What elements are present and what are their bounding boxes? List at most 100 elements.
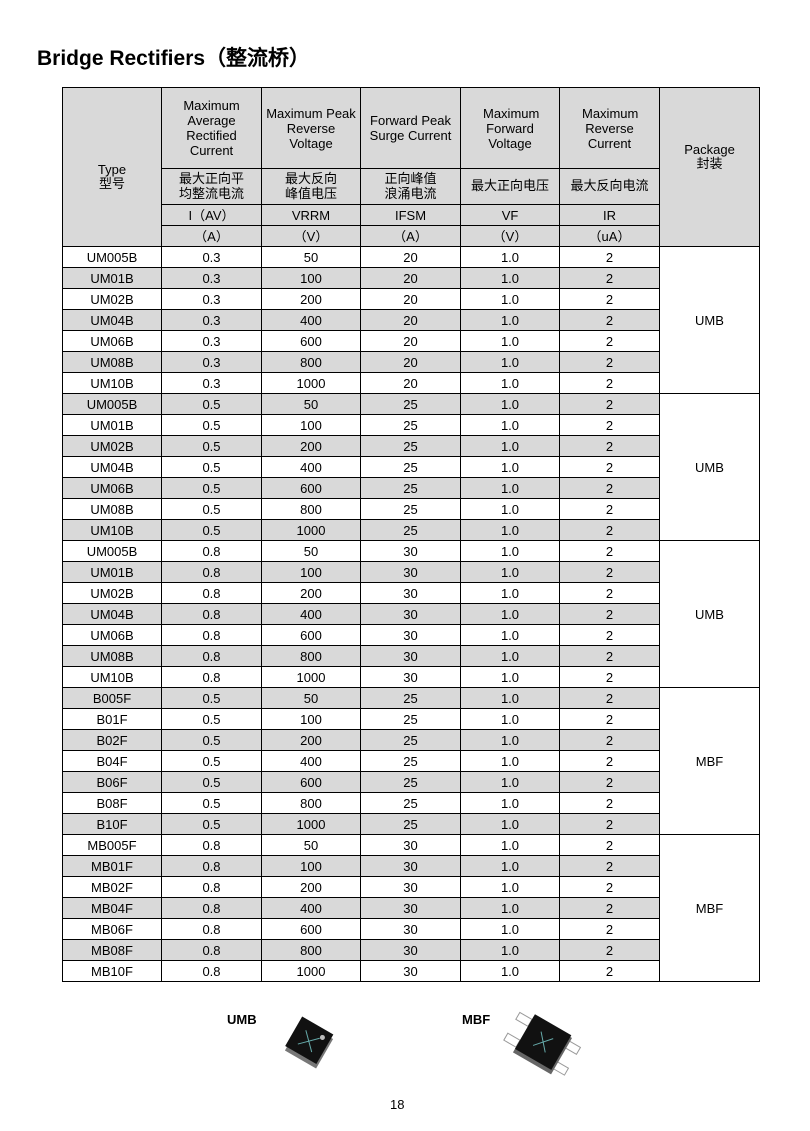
- value-cell: 0.5: [161, 792, 262, 814]
- value-cell: 1.0: [460, 939, 560, 961]
- value-cell: 1.0: [460, 351, 560, 373]
- value-cell: 1.0: [460, 477, 560, 499]
- type-cell: UM06B: [62, 330, 162, 352]
- value-cell: 25: [360, 393, 461, 415]
- table-row: UM06B 0.5 600 25 1.0 2: [62, 477, 760, 499]
- value-cell: 25: [360, 456, 461, 478]
- type-cell: B005F: [62, 687, 162, 709]
- value-cell: 20: [360, 330, 461, 352]
- value-cell: 2: [559, 582, 660, 604]
- type-cell: MB01F: [62, 855, 162, 877]
- value-cell: 200: [261, 288, 361, 310]
- value-cell: 2: [559, 624, 660, 646]
- col-header-cn: 最大反向电流: [559, 168, 660, 205]
- package-cell: MBF: [659, 834, 760, 982]
- col-unit: （A）: [161, 225, 262, 247]
- value-cell: 25: [360, 414, 461, 436]
- value-cell: 2: [559, 918, 660, 940]
- value-cell: 1.0: [460, 897, 560, 919]
- table-row: UM005B 0.8 50 30 1.0 2 UMB: [62, 540, 760, 688]
- value-cell: 30: [360, 918, 461, 940]
- value-cell: 600: [261, 918, 361, 940]
- value-cell: 30: [360, 834, 461, 856]
- value-cell: 30: [360, 876, 461, 898]
- value-cell: 1.0: [460, 813, 560, 835]
- col-symbol: VF: [460, 204, 560, 226]
- value-cell: 20: [360, 267, 461, 289]
- value-cell: 0.5: [161, 435, 262, 457]
- type-cell: MB08F: [62, 939, 162, 961]
- type-header: Type 型号: [62, 87, 162, 247]
- type-cell: MB02F: [62, 876, 162, 898]
- table-row: UM005B 0.3 50 20 1.0 2 UMB: [62, 246, 760, 394]
- type-cell: MB10F: [62, 960, 162, 982]
- value-cell: 0.3: [161, 288, 262, 310]
- table-row: UM06B 0.3 600 20 1.0 2: [62, 330, 760, 352]
- table-row: UM005B 0.5 50 25 1.0 2 UMB: [62, 393, 760, 541]
- value-cell: 25: [360, 729, 461, 751]
- value-cell: 30: [360, 603, 461, 625]
- value-cell: 1.0: [460, 708, 560, 730]
- table-row: B005F 0.5 50 25 1.0 2 MBF: [62, 687, 760, 835]
- value-cell: 0.8: [161, 897, 262, 919]
- value-cell: 1.0: [460, 624, 560, 646]
- value-cell: 0.8: [161, 960, 262, 982]
- value-cell: 0.3: [161, 330, 262, 352]
- value-cell: 0.3: [161, 246, 262, 268]
- value-cell: 2: [559, 372, 660, 394]
- value-cell: 1000: [261, 813, 361, 835]
- value-cell: 800: [261, 645, 361, 667]
- value-cell: 2: [559, 414, 660, 436]
- value-cell: 1.0: [460, 792, 560, 814]
- value-cell: 1000: [261, 519, 361, 541]
- col-header-en: Maximum Peak Reverse Voltage: [261, 87, 361, 169]
- table-row: MB005F 0.8 50 30 1.0 2 MBF: [62, 834, 760, 982]
- value-cell: 1.0: [460, 729, 560, 751]
- value-cell: 0.5: [161, 750, 262, 772]
- table-row: UM04B 0.3 400 20 1.0 2: [62, 309, 760, 331]
- type-cell: B10F: [62, 813, 162, 835]
- value-cell: 0.8: [161, 834, 262, 856]
- value-cell: 2: [559, 540, 660, 562]
- package-cell: UMB: [659, 393, 760, 541]
- value-cell: 0.5: [161, 729, 262, 751]
- value-cell: 0.8: [161, 582, 262, 604]
- package-header: Package 封装: [659, 87, 760, 247]
- type-header-cn: 型号: [98, 177, 125, 192]
- type-cell: UM005B: [62, 540, 162, 562]
- value-cell: 30: [360, 624, 461, 646]
- value-cell: 2: [559, 876, 660, 898]
- value-cell: 25: [360, 771, 461, 793]
- value-cell: 1.0: [460, 309, 560, 331]
- type-cell: B02F: [62, 729, 162, 751]
- value-cell: 0.8: [161, 540, 262, 562]
- value-cell: 25: [360, 477, 461, 499]
- table-row: UM02B 0.5 200 25 1.0 2: [62, 435, 760, 457]
- value-cell: 1.0: [460, 687, 560, 709]
- type-cell: UM08B: [62, 645, 162, 667]
- table-row: UM10B 0.3 1000 20 1.0 2: [62, 372, 760, 394]
- table-row: UM04B 0.8 400 30 1.0 2: [62, 603, 760, 625]
- package-cell: MBF: [659, 687, 760, 835]
- table-row: UM01B 0.5 100 25 1.0 2: [62, 414, 760, 436]
- value-cell: 2: [559, 897, 660, 919]
- table-row: MB01F 0.8 100 30 1.0 2: [62, 855, 760, 877]
- value-cell: 1.0: [460, 540, 560, 562]
- type-cell: UM04B: [62, 309, 162, 331]
- value-cell: 600: [261, 771, 361, 793]
- type-cell: UM005B: [62, 393, 162, 415]
- value-cell: 0.8: [161, 666, 262, 688]
- page-title: Bridge Rectifiers（整流桥）: [37, 47, 311, 70]
- type-cell: UM06B: [62, 477, 162, 499]
- value-cell: 2: [559, 834, 660, 856]
- value-cell: 25: [360, 687, 461, 709]
- col-unit: （A）: [360, 225, 461, 247]
- type-cell: UM01B: [62, 414, 162, 436]
- value-cell: 800: [261, 792, 361, 814]
- value-cell: 400: [261, 309, 361, 331]
- value-cell: 20: [360, 246, 461, 268]
- value-cell: 30: [360, 960, 461, 982]
- value-cell: 800: [261, 498, 361, 520]
- col-header-en: Maximum Average Rectified Current: [161, 87, 262, 169]
- table-row: MB02F 0.8 200 30 1.0 2: [62, 876, 760, 898]
